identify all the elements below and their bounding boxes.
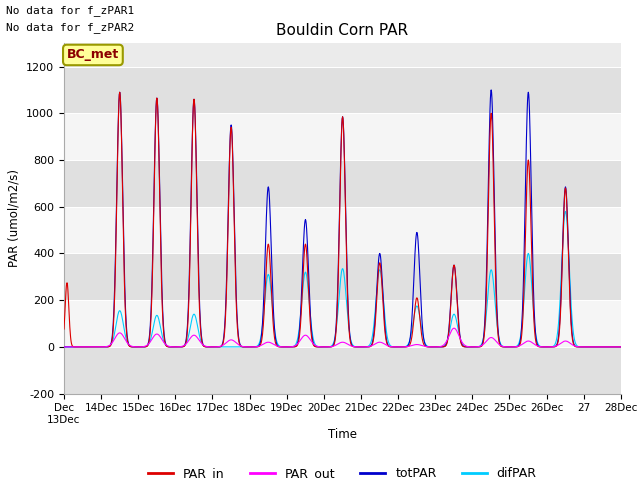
Text: BC_met: BC_met (67, 48, 119, 61)
Title: Bouldin Corn PAR: Bouldin Corn PAR (276, 23, 408, 38)
Bar (64, 113, 621, 160)
Legend: PAR_in, PAR_out, totPAR, difPAR: PAR_in, PAR_out, totPAR, difPAR (143, 462, 541, 480)
X-axis label: Time: Time (328, 428, 357, 441)
Bar (64, 347, 621, 394)
Bar (64, 67, 621, 113)
Bar (64, 300, 621, 347)
Text: No data for f_zPAR2: No data for f_zPAR2 (6, 22, 134, 33)
Bar (64, 160, 621, 207)
Y-axis label: PAR (umol/m2/s): PAR (umol/m2/s) (8, 169, 20, 267)
Bar (64, 253, 621, 300)
Bar (64, 207, 621, 253)
Text: No data for f_zPAR1: No data for f_zPAR1 (6, 5, 134, 16)
